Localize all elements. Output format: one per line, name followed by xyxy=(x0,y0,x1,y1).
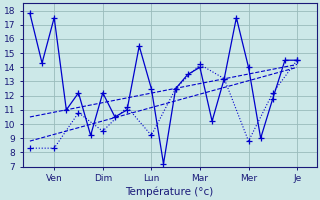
X-axis label: Température (°c): Température (°c) xyxy=(125,186,214,197)
